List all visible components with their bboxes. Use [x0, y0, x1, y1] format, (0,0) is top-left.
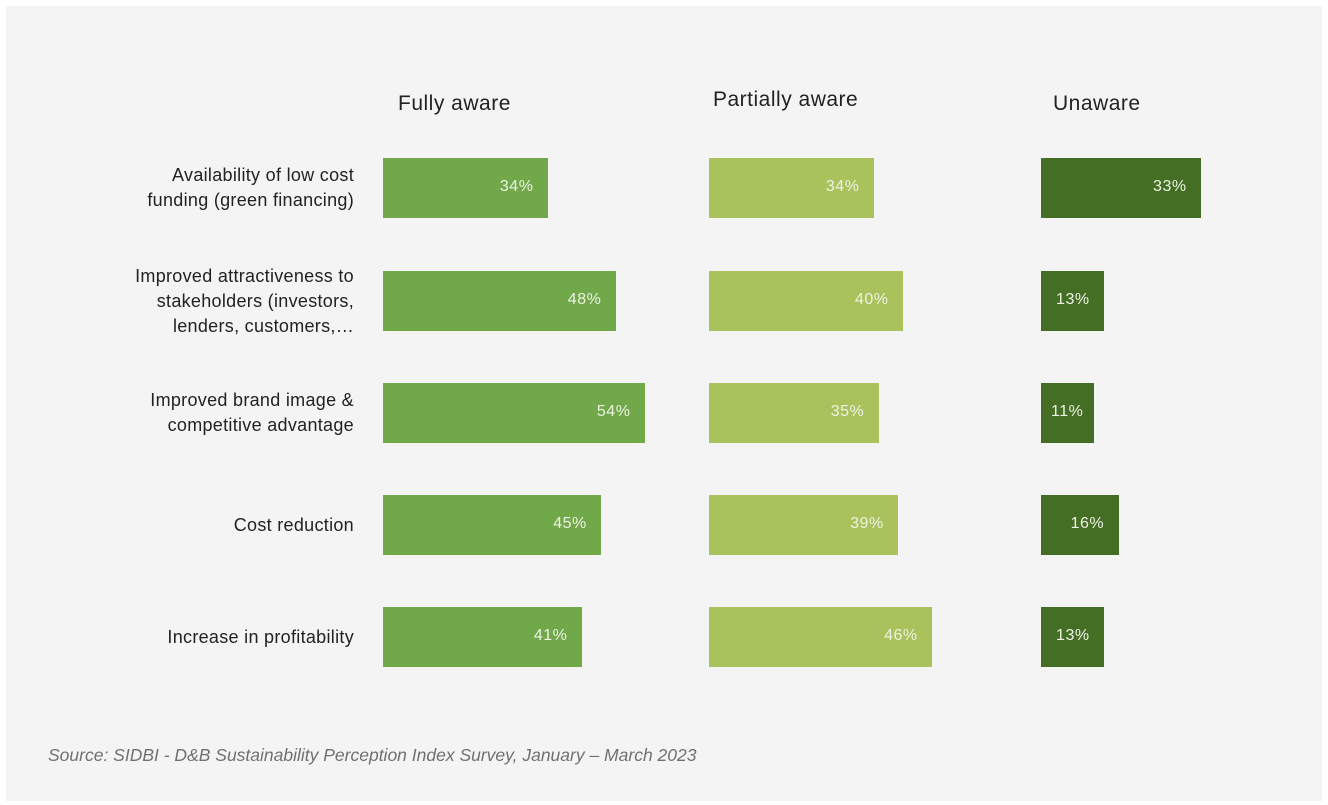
category-label-line: lenders, customers,… — [172, 315, 354, 336]
bar — [383, 383, 645, 443]
category-label: Increase in profitability — [167, 625, 354, 650]
bar-value-label: 39% — [850, 515, 884, 532]
bar-value-label: 13% — [1056, 627, 1090, 644]
bar — [383, 607, 582, 667]
column-header-fully-aware: Fully aware — [398, 92, 511, 115]
bar — [383, 495, 602, 555]
bar-value-label: 33% — [1153, 178, 1187, 195]
bar — [1041, 495, 1119, 555]
bar-value-label: 41% — [533, 627, 568, 644]
category-label-line: Improved brand image & — [150, 390, 354, 410]
bar — [709, 383, 879, 443]
bar-value-label: 16% — [1070, 515, 1105, 532]
category-label-line: Cost reduction — [233, 514, 354, 535]
bar — [1041, 383, 1095, 443]
bar-value-label: 54% — [596, 403, 631, 420]
bar — [383, 158, 548, 218]
chart-panel — [6, 6, 1322, 801]
bar — [1041, 158, 1202, 218]
bar-value-label: 34% — [825, 178, 860, 195]
bar — [709, 607, 933, 667]
category-label: Improved attractiveness to stakeholders (… — [135, 264, 354, 339]
category-label: Cost reduction — [234, 513, 354, 538]
bar — [383, 271, 616, 331]
bar-value-label: 48% — [567, 291, 602, 308]
category-label-line: Improved attractiveness to — [135, 265, 354, 286]
category-label-line: Availability of low cost — [172, 165, 354, 185]
category-label: Improved brand image & competitive advant… — [150, 388, 354, 438]
column-header-unaware: Unaware — [1053, 92, 1141, 115]
bar — [709, 495, 899, 555]
bar — [709, 271, 903, 331]
bar-value-label: 13% — [1056, 291, 1090, 308]
bar — [1041, 607, 1105, 667]
category-label-line: stakeholders (investors, — [156, 290, 354, 311]
category-label-line: Increase in profitability — [167, 626, 354, 647]
source-note: Source: SIDBI - D&B Sustainability Perce… — [48, 745, 697, 765]
category-label: Availability of low cost funding (green f… — [147, 163, 354, 213]
bar-value-label: 35% — [830, 403, 865, 420]
category-label-line: competitive advantage — [167, 415, 354, 435]
column-header-partially-aware: Partially aware — [713, 88, 859, 111]
bar-value-label: 11% — [1051, 403, 1084, 420]
bar-value-label: 45% — [553, 515, 587, 532]
bar-value-label: 34% — [499, 178, 534, 195]
bar-value-label: 40% — [855, 291, 889, 308]
bar — [1041, 271, 1105, 331]
bar-value-label: 46% — [884, 627, 918, 644]
category-label-line: funding (green financing) — [147, 190, 354, 210]
bar — [709, 158, 874, 218]
